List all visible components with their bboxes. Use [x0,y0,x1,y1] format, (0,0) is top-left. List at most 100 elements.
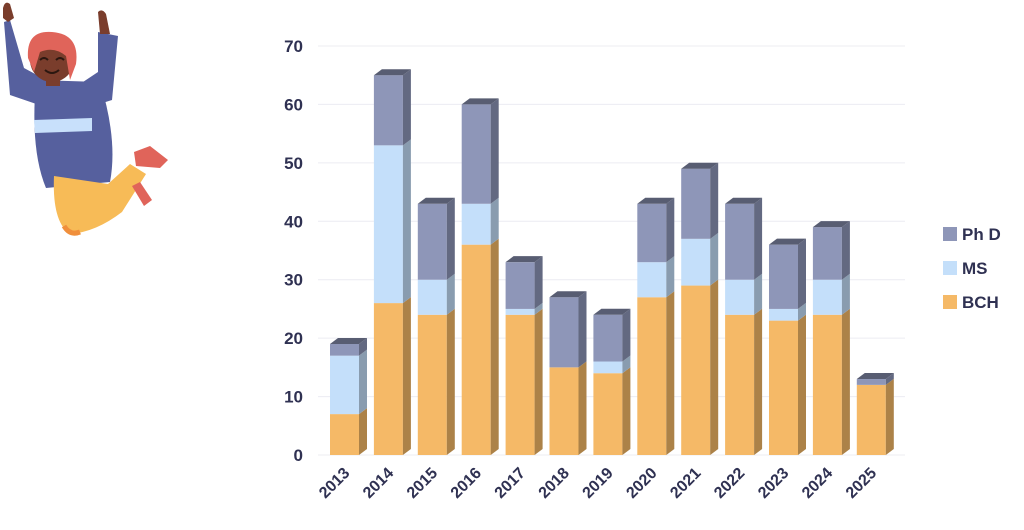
bar-side-ms-2017 [534,302,543,315]
x-tick-label: 2016 [448,465,485,502]
bar-segment-ms-2013 [330,355,359,415]
legend: Ph D MS BCH [943,225,1001,312]
bar-side-ms-2021 [710,232,719,286]
bar-segment-ph-d-2019 [593,314,623,362]
bar-side-ph-d-2017 [534,256,543,309]
bar-side-ph-d-2018 [578,291,587,368]
bar-side-bch-2013 [359,408,367,455]
bar-side-ph-d-2013 [359,337,367,356]
x-tick-label: 2013 [316,465,353,502]
bar-side-ph-d-2014 [402,69,411,146]
bar-side-ms-2023 [798,302,806,321]
bar-side-ph-d-2020 [666,197,675,263]
x-tick-label: 2025 [843,465,880,502]
legend-label: BCH [962,293,999,312]
bar-group-2015 [417,197,455,455]
bar-segment-bch-2020 [637,297,667,455]
bar-side-bch-2018 [578,361,587,455]
stacked-bars [330,69,894,455]
bar-side-bch-2017 [534,308,543,455]
y-axis-ticks: 0 10 20 30 40 50 60 70 [284,37,303,465]
bar-side-ph-d-2023 [798,238,806,309]
legend-swatch [943,295,957,309]
bar-side-ph-d-2024 [841,221,850,280]
bar-segment-bch-2017 [505,314,535,455]
bar-top-2017 [505,256,543,263]
bar-side-ms-2014 [402,139,411,304]
gridlines [318,45,905,456]
bar-side-bch-2021 [710,279,719,455]
bar-side-ph-d-2019 [622,308,631,362]
bar-segment-ms-2016 [461,203,491,245]
bar-segment-ms-2014 [373,145,403,304]
bar-segment-bch-2023 [769,320,798,455]
legend-label: Ph D [962,225,1001,244]
bar-segment-ms-2022 [725,279,755,315]
bar-group-2021 [681,162,719,455]
bar-side-bch-2024 [841,308,850,455]
bar-group-2020 [637,197,675,455]
bar-top-2019 [593,308,631,315]
bar-segment-ph-d-2022 [725,203,755,280]
bar-segment-bch-2016 [461,244,491,455]
bar-segment-ph-d-2013 [330,343,359,356]
bar-top-2013 [330,337,367,344]
bar-side-ms-2022 [754,273,763,315]
bar-top-2015 [417,197,455,204]
bar-side-ph-d-2016 [490,98,499,204]
bar-segment-ms-2019 [593,361,623,374]
bar-group-2024 [812,221,850,455]
bar-side-ms-2013 [359,349,367,415]
bar-side-ph-d-2021 [710,162,719,239]
bar-segment-ph-d-2018 [549,297,579,368]
bar-segment-bch-2024 [812,314,842,455]
bar-side-ms-2020 [666,256,675,298]
bar-segment-ph-d-2024 [812,227,842,280]
bar-segment-bch-2025 [856,384,886,455]
y-tick-label: 70 [284,37,303,56]
bar-side-bch-2016 [490,238,499,455]
bar-segment-ph-d-2023 [769,244,798,309]
y-tick-label: 50 [284,154,303,173]
bar-top-2024 [812,221,850,228]
bar-top-2018 [549,291,587,298]
bar-top-2023 [769,238,806,245]
x-axis-ticks: 2013 2014 2015 2016 2017 2018 2019 2020 2021 2022… [316,465,880,502]
bar-segment-ms-2017 [505,308,535,315]
bar-segment-bch-2013 [330,414,359,455]
x-tick-label: 2022 [711,465,748,502]
bar-segment-ms-2023 [769,308,798,321]
bar-segment-ph-d-2017 [505,262,535,309]
x-tick-label: 2017 [492,465,529,502]
bar-top-2025 [856,373,894,380]
y-tick-label: 20 [284,329,303,348]
y-tick-label: 40 [284,212,303,231]
bar-side-ms-2019 [622,355,631,374]
bar-segment-ms-2021 [681,238,711,286]
y-tick-label: 0 [294,446,303,465]
bar-segment-ph-d-2025 [856,379,886,385]
bar-side-bch-2023 [798,314,806,455]
bar-segment-ph-d-2021 [681,168,711,239]
bar-top-2021 [681,162,719,169]
bar-group-2017 [505,256,543,455]
bar-top-2020 [637,197,675,204]
bar-group-2025 [856,373,894,455]
bar-side-ph-d-2025 [885,373,894,385]
legend-label: MS [962,259,988,278]
bar-side-ph-d-2022 [754,197,763,280]
bar-group-2014 [373,69,411,455]
y-tick-label: 10 [284,388,303,407]
bar-segment-bch-2015 [417,314,447,455]
bar-group-2018 [549,291,587,455]
bar-side-bch-2019 [622,367,631,455]
bar-group-2022 [725,197,763,455]
bar-group-2016 [461,98,499,455]
legend-swatch [943,261,957,275]
bar-side-ms-2016 [490,197,499,245]
x-tick-label: 2015 [404,465,441,502]
bar-top-2022 [725,197,763,204]
x-tick-label: 2014 [360,465,397,502]
x-tick-label: 2018 [536,465,573,502]
